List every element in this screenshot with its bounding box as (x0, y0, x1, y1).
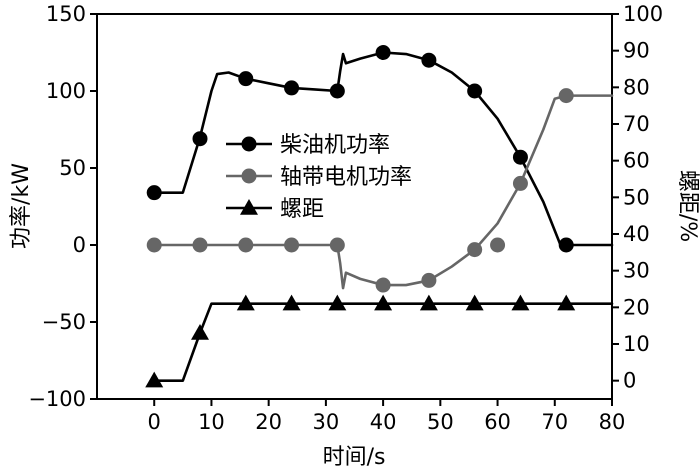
data-point (467, 242, 483, 258)
data-point (421, 272, 437, 288)
y-left-tick-label: −50 (42, 310, 86, 334)
data-point (284, 237, 300, 253)
data-point (236, 294, 255, 311)
legend-item: 螺距 (226, 197, 324, 222)
y-right-tick-label: 90 (623, 39, 650, 63)
legend-item: 轴带电机功率 (226, 165, 412, 190)
legend-item: 柴油机功率 (226, 133, 390, 158)
data-point (192, 131, 208, 147)
y-left-tick-label: 150 (46, 2, 86, 26)
data-point (146, 185, 162, 201)
plot-area (96, 13, 613, 400)
series-layer (145, 45, 614, 388)
data-point (465, 294, 484, 311)
data-point (419, 294, 438, 311)
legend-marker (241, 168, 257, 184)
y-left-tick-label: 0 (73, 233, 86, 257)
data-point (467, 83, 483, 99)
y-right-tick-label: 60 (623, 149, 650, 173)
data-point (511, 294, 530, 311)
legend-marker (241, 136, 257, 152)
y-right-tick-label: 30 (623, 259, 650, 283)
x-tick-label: 20 (255, 410, 282, 434)
data-point (512, 175, 528, 191)
y-right-tick-label: 10 (623, 332, 650, 356)
y-left-tick-label: 50 (59, 156, 86, 180)
y-right-tick-label: 70 (623, 112, 650, 136)
y-axis-title-right: 螺距/% (675, 170, 700, 242)
data-point (329, 237, 345, 253)
data-point (238, 71, 254, 87)
data-point (282, 294, 301, 311)
data-point (192, 237, 208, 253)
legend-label: 柴油机功率 (280, 133, 390, 158)
data-point (328, 294, 347, 311)
x-tick-label: 0 (148, 410, 161, 434)
y-left-tick-label: 100 (46, 79, 86, 103)
x-tick-label: 10 (198, 410, 225, 434)
data-point (490, 237, 506, 253)
data-point (421, 52, 437, 68)
x-axis-title: 时间/s (323, 445, 386, 470)
x-tick-label: 50 (427, 410, 454, 434)
y-right-tick-label: 100 (623, 2, 663, 26)
data-point (512, 149, 528, 165)
y-right-tick-label: 50 (623, 185, 650, 209)
data-point (284, 80, 300, 96)
data-point (374, 294, 393, 311)
data-point (146, 237, 162, 253)
data-point (238, 237, 254, 253)
data-point (191, 324, 209, 340)
x-tick-label: 40 (370, 410, 397, 434)
y-right-tick-label: 0 (623, 369, 636, 393)
data-point (329, 83, 345, 99)
ticks-layer: 0 10 20 30 40 50 60 70 80 −100 −50 0 50 100 150 0 10 20 30… (28, 2, 663, 434)
legend-label: 轴带电机功率 (280, 165, 412, 190)
y-right-tick-label: 40 (623, 222, 650, 246)
data-point (375, 277, 391, 293)
data-point (558, 88, 574, 104)
legend-marker (240, 199, 258, 215)
series-3 (145, 294, 614, 388)
x-tick-label: 80 (599, 410, 626, 434)
y-right-tick-label: 80 (623, 75, 650, 99)
series-2 (146, 88, 614, 293)
legend-label: 螺距 (280, 197, 324, 222)
y-axis-title-left: 功率/kW (9, 163, 34, 249)
x-tick-label: 70 (541, 410, 568, 434)
x-tick-label: 30 (313, 410, 340, 434)
series-1 (146, 45, 614, 253)
x-tick-label: 60 (484, 410, 511, 434)
data-point (145, 371, 164, 388)
y-left-tick-label: −100 (28, 387, 86, 411)
data-point (558, 237, 574, 253)
data-point (557, 294, 576, 311)
y-right-tick-label: 20 (623, 295, 650, 319)
data-point (375, 45, 391, 60)
